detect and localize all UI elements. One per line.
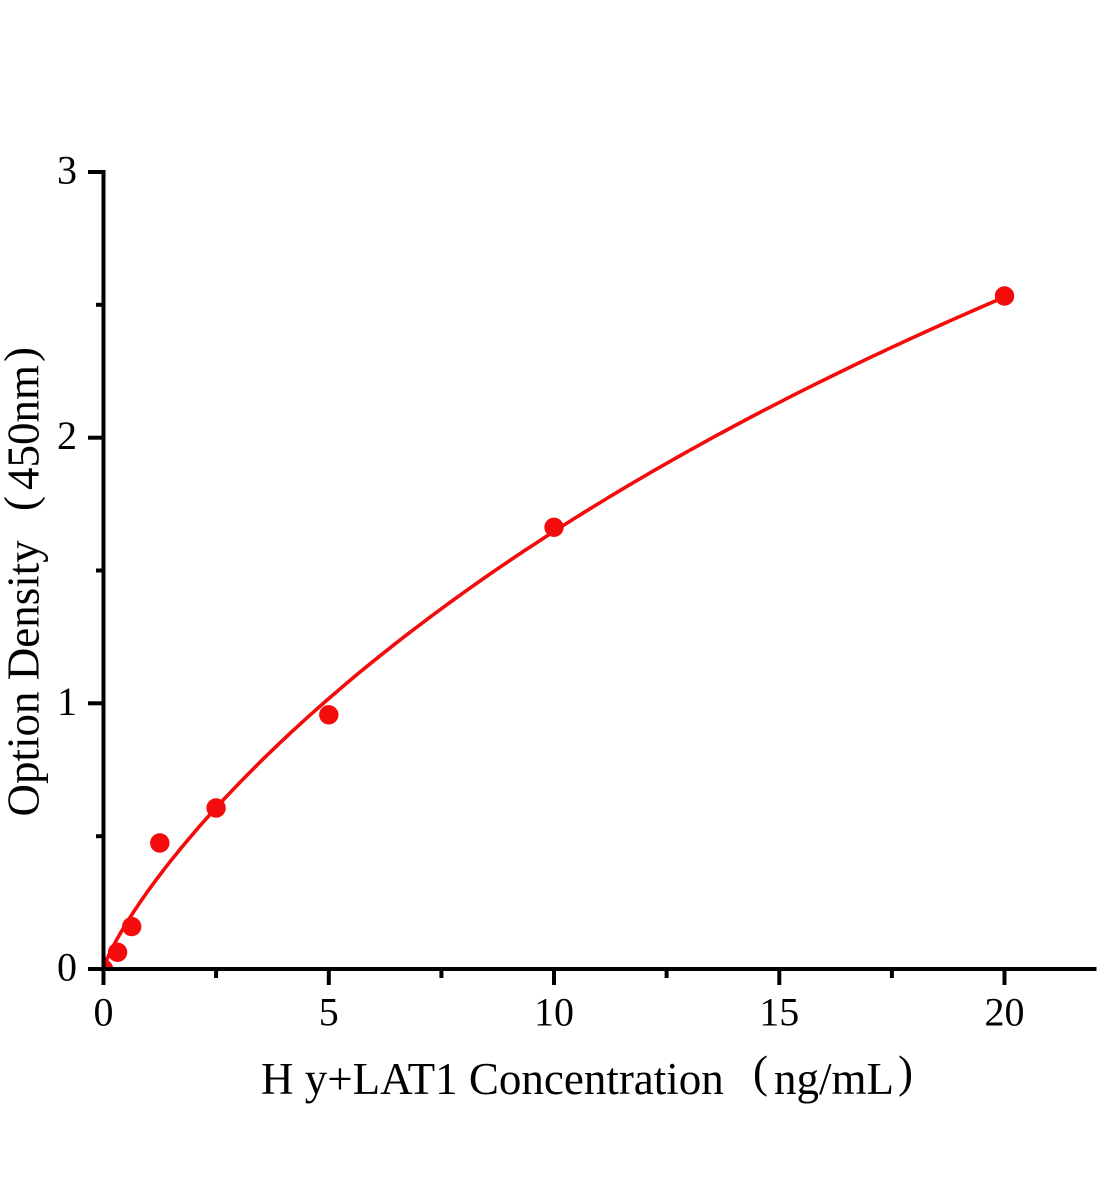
svg-text:): ) xyxy=(898,1047,913,1097)
svg-text:(: ( xyxy=(0,496,45,511)
svg-text:): ) xyxy=(0,347,45,362)
svg-text:1: 1 xyxy=(57,679,77,724)
svg-text:10: 10 xyxy=(534,990,574,1035)
svg-text:450nm: 450nm xyxy=(0,365,48,490)
svg-text:5: 5 xyxy=(319,990,339,1035)
svg-text:3: 3 xyxy=(57,148,77,193)
svg-text:0: 0 xyxy=(94,990,114,1035)
svg-text:2: 2 xyxy=(57,413,77,458)
svg-text:20: 20 xyxy=(985,990,1025,1035)
svg-text:(: ( xyxy=(753,1047,768,1097)
svg-text:Option Density: Option Density xyxy=(0,540,48,817)
svg-text:H y+LAT1 Concentration: H y+LAT1 Concentration xyxy=(261,1054,724,1104)
svg-text:ng/mL: ng/mL xyxy=(774,1054,894,1104)
svg-text:0: 0 xyxy=(57,945,77,990)
svg-text:15: 15 xyxy=(759,990,799,1035)
